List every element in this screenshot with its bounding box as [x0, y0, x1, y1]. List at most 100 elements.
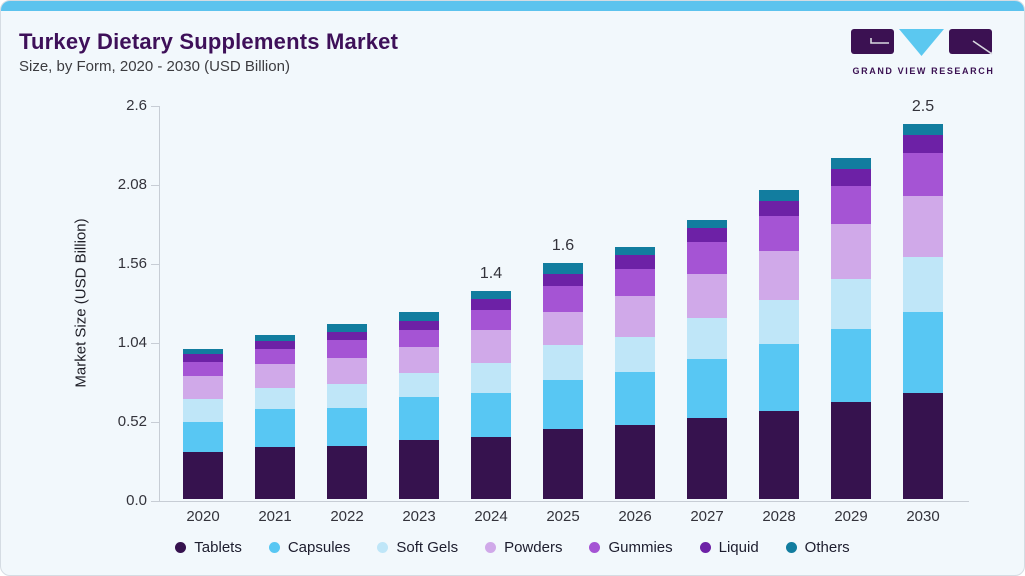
y-axis-line [159, 106, 160, 502]
y-tick-label: 1.56 [117, 255, 147, 272]
bar-segment-others-2023 [399, 312, 439, 321]
bar-segment-powders-2021 [255, 364, 295, 388]
logo-brand-text: GRAND VIEW RESEARCH [852, 66, 995, 76]
legend-item-powders: Powders [485, 539, 562, 556]
bar-segment-liquid-2020 [183, 354, 223, 362]
y-tick-mark [151, 422, 159, 423]
bar-segment-tablets-2029 [831, 402, 871, 499]
bar-segment-tablets-2020 [183, 452, 223, 499]
stacked-bar-2025 [543, 263, 583, 499]
bar-segment-others-2030 [903, 124, 943, 135]
stacked-bar-2027 [687, 220, 727, 499]
y-tick-mark [151, 343, 159, 344]
bar-segment-gummies-2025 [543, 286, 583, 312]
bar-segment-liquid-2029 [831, 169, 871, 186]
bar-segment-capsules-2028 [759, 344, 799, 411]
bar-segment-soft-gels-2026 [615, 337, 655, 372]
y-tick-mark [151, 185, 159, 186]
x-tick-label-2024: 2024 [474, 508, 508, 525]
bar-segment-gummies-2020 [183, 362, 223, 376]
bar-segment-soft-gels-2025 [543, 345, 583, 380]
logo-g-icon [851, 29, 894, 54]
bar-segment-capsules-2025 [543, 380, 583, 429]
bar-segment-others-2025 [543, 263, 583, 274]
bar-segment-gummies-2021 [255, 349, 295, 364]
legend-label-powders: Powders [504, 539, 563, 556]
bar-segment-tablets-2028 [759, 411, 799, 499]
bar-segment-others-2020 [183, 349, 223, 354]
bar-segment-capsules-2027 [687, 359, 727, 418]
bar-segment-capsules-2020 [183, 422, 223, 452]
bar-segment-others-2029 [831, 158, 871, 169]
y-tick-label: 0.52 [117, 413, 147, 430]
legend-label-capsules: Capsules [287, 539, 351, 556]
bar-segment-liquid-2030 [903, 135, 943, 153]
stacked-bar-2020 [183, 349, 223, 499]
bar-segment-powders-2024 [471, 330, 511, 363]
bar-segment-gummies-2022 [327, 340, 367, 358]
bar-segment-powders-2028 [759, 251, 799, 300]
legend-item-soft-gels: Soft Gels [377, 539, 458, 556]
top-accent-bar [1, 1, 1024, 11]
bar-segment-powders-2026 [615, 296, 655, 337]
bar-segment-liquid-2021 [255, 341, 295, 349]
legend-dot-icon-powders [485, 542, 497, 553]
legend-dot-icon-soft-gels [377, 542, 389, 553]
x-tick-label-2025: 2025 [546, 508, 580, 525]
y-tick-mark [151, 106, 159, 107]
bar-segment-capsules-2029 [831, 329, 871, 402]
bar-segment-gummies-2028 [759, 216, 799, 251]
bar-segment-tablets-2027 [687, 418, 727, 499]
stacked-bar-2022 [327, 324, 367, 499]
y-tick-label: 2.6 [126, 97, 147, 114]
x-tick-label-2030: 2030 [906, 508, 940, 525]
bar-segment-capsules-2023 [399, 397, 439, 440]
legend-label-soft-gels: Soft Gels [396, 539, 459, 556]
bar-segment-soft-gels-2029 [831, 279, 871, 329]
stacked-bar-2026 [615, 247, 655, 499]
grand-view-research-logo: GRAND VIEW RESEARCH [851, 27, 996, 76]
bar-segment-gummies-2026 [615, 269, 655, 296]
logo-v-icon [899, 29, 944, 56]
stacked-bar-2021 [255, 335, 295, 499]
x-axis-line [159, 501, 969, 502]
legend-label-tablets: Tablets [194, 539, 242, 556]
bar-segment-gummies-2029 [831, 186, 871, 224]
y-axis-title: Market Size (USD Billion) [72, 218, 90, 388]
logo-r-leg-icon [972, 40, 993, 55]
bar-segment-capsules-2024 [471, 393, 511, 437]
bar-segment-powders-2023 [399, 347, 439, 373]
bar-segment-powders-2020 [183, 376, 223, 399]
legend-dot-icon-capsules [268, 542, 280, 553]
x-tick-label-2029: 2029 [834, 508, 868, 525]
bar-segment-others-2026 [615, 247, 655, 255]
bar-segment-others-2021 [255, 335, 295, 341]
stacked-bar-2029 [831, 158, 871, 499]
bar-segment-tablets-2030 [903, 393, 943, 499]
x-tick-label-2026: 2026 [618, 508, 652, 525]
bar-segment-soft-gels-2024 [471, 363, 511, 393]
bar-segment-powders-2027 [687, 274, 727, 318]
bar-segment-liquid-2026 [615, 255, 655, 269]
bar-segment-others-2022 [327, 324, 367, 332]
x-tick-label-2022: 2022 [330, 508, 364, 525]
x-tick-label-2020: 2020 [186, 508, 220, 525]
grand-view-research-logo-icon [851, 29, 993, 56]
legend-item-capsules: Capsules [268, 539, 351, 556]
stacked-bar-2030 [903, 124, 943, 499]
bar-segment-liquid-2022 [327, 332, 367, 340]
bar-total-label-2024: 1.4 [479, 265, 503, 282]
bar-segment-others-2024 [471, 291, 511, 299]
bar-segment-soft-gels-2020 [183, 399, 223, 422]
x-tick-label-2027: 2027 [690, 508, 724, 525]
legend-label-others: Others [804, 539, 850, 556]
page-title: Turkey Dietary Supplements Market [19, 29, 399, 54]
x-tick-label-2028: 2028 [762, 508, 796, 525]
logo-g-stroke-icon [870, 38, 889, 44]
bar-segment-gummies-2030 [903, 153, 943, 196]
logo-r-icon [949, 29, 992, 54]
y-tick-label: 2.08 [117, 176, 147, 193]
bar-segment-liquid-2027 [687, 228, 727, 242]
bar-segment-powders-2025 [543, 312, 583, 345]
